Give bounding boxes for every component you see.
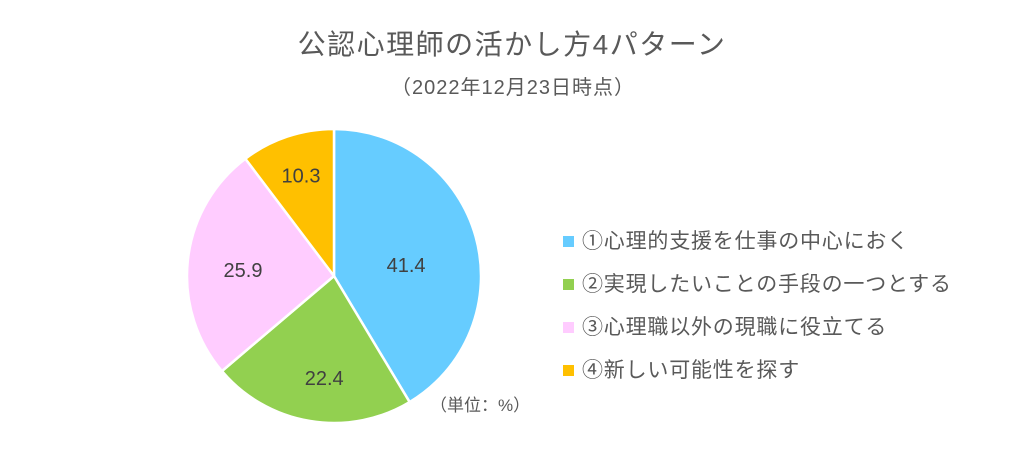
legend-item-3: ③心理職以外の現職に役立てる: [563, 306, 952, 349]
legend-label-2: ②実現したいことの手段の一つとする: [582, 273, 952, 296]
pie-slice-1: [332, 127, 483, 404]
legend-swatch-4: [563, 365, 574, 376]
data-label-1: 41.4: [387, 255, 426, 277]
pie-slice-3: [185, 157, 336, 373]
legend-item-2: ②実現したいことの手段の一つとする: [563, 263, 952, 306]
legend-swatch-2: [563, 279, 574, 290]
legend-swatch-1: [563, 236, 574, 247]
legend-label-4: ④新しい可能性を探す: [582, 359, 800, 382]
legend-label-1: ①心理的支援を仕事の中心におく: [582, 230, 909, 253]
data-label-2: 22.4: [305, 368, 344, 390]
pie-slice-4: [244, 127, 336, 278]
legend-item-4: ④新しい可能性を探す: [563, 349, 952, 392]
legend-item-1: ①心理的支援を仕事の中心におく: [563, 220, 952, 263]
chart-subtitle: （2022年12月23日時点）: [391, 77, 635, 99]
legend-label-3: ③心理職以外の現職に役立てる: [582, 316, 888, 339]
legend-swatch-3: [563, 322, 574, 333]
pie-slice-2: [220, 274, 411, 425]
chart-title: 公認心理師の活かし方4パターン: [297, 29, 727, 60]
legend: ①心理的支援を仕事の中心におく ②実現したいことの手段の一つとする ③心理職以外…: [563, 220, 952, 392]
unit-note: （単位：%）: [430, 396, 531, 415]
data-label-3: 25.9: [224, 260, 263, 282]
data-label-4: 10.3: [282, 165, 321, 187]
